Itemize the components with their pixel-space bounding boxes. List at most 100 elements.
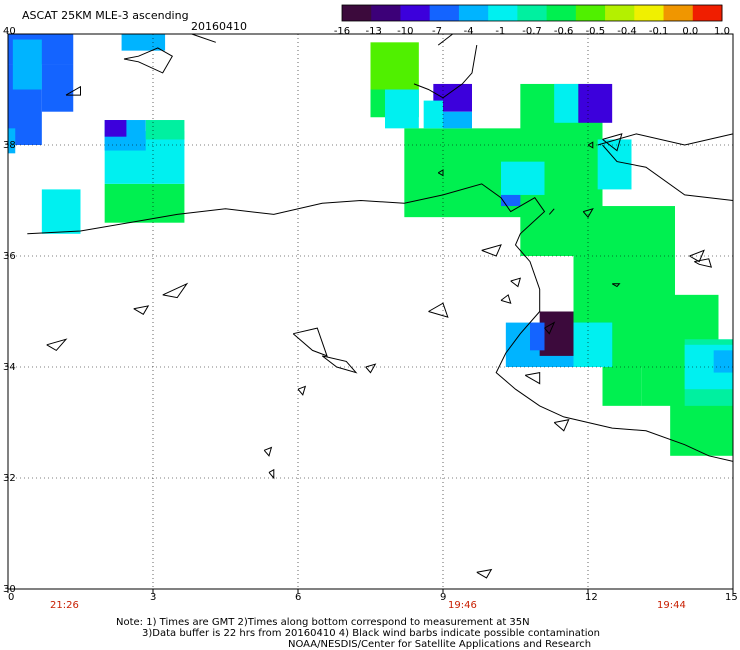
- color-bar: -16 -13 -10 -7 -4 -1 -0.7 -0.6 -0.5 -0.4 -0.1 0.0 1.…: [334, 4, 730, 37]
- colorbar-label-3: -7: [432, 26, 442, 37]
- sardinia-south-coast: [413, 45, 478, 99]
- aegadian: [587, 141, 594, 149]
- colorbar-label-7: -0.6: [554, 26, 574, 37]
- lat-tick-label-3: 34: [3, 362, 16, 373]
- lon-tick-label-4: 12: [585, 592, 598, 603]
- colorbar-swatch-12: [692, 5, 723, 21]
- colorbar-swatch-8: [575, 5, 606, 21]
- islet-m: [481, 244, 502, 257]
- islet-o: [321, 355, 358, 374]
- data-cell-18: [423, 100, 443, 129]
- note-line-3: NOAA/NESDIS/Center for Satellite Applica…: [288, 639, 591, 650]
- lon-tick-label-3: 9: [440, 592, 446, 603]
- islet-i: [263, 446, 273, 457]
- colorbar-swatch-5: [488, 5, 518, 21]
- crete-west-coast: [548, 208, 555, 215]
- colorbar-label-6: -0.7: [522, 26, 542, 37]
- islet-p: [365, 363, 377, 374]
- islet-d: [292, 327, 328, 357]
- sicily-west: [602, 133, 623, 152]
- islet-a: [162, 282, 189, 299]
- islet-h: [297, 385, 307, 396]
- lampedusa: [611, 283, 621, 288]
- colorbar-swatch-10: [634, 5, 665, 21]
- colorbar-label-2: -10: [397, 26, 413, 37]
- map-date: 20160410: [191, 20, 247, 33]
- mallorca-coast: [123, 47, 173, 74]
- data-cell-6: [41, 189, 81, 234]
- italy-north-coast: [597, 133, 734, 146]
- data-cell-31: [713, 350, 733, 373]
- map-title: ASCAT 25KM MLE-3 ascending: [22, 9, 189, 22]
- data-cell-5: [121, 34, 166, 51]
- islet-l: [553, 419, 570, 432]
- colorbar-swatch-3: [429, 5, 460, 21]
- galite: [437, 169, 444, 177]
- lat-tick-label-0: 40: [3, 26, 16, 37]
- colorbar-label-9: -0.4: [617, 26, 637, 37]
- time-label-1: 21:26: [50, 600, 79, 611]
- colorbar-label-10: -0.1: [649, 26, 669, 37]
- pantelleria: [582, 207, 594, 218]
- islet-e: [428, 302, 449, 318]
- colorbar-swatch-9: [605, 5, 635, 21]
- islet-k: [476, 568, 493, 579]
- islet-n: [689, 249, 705, 263]
- colorbar-swatch-7: [546, 5, 577, 21]
- colorbar-swatch-0: [342, 5, 372, 21]
- data-cell-35: [530, 322, 545, 351]
- colorbar-label-0: -16: [334, 26, 350, 37]
- data-cell-12: [370, 42, 419, 90]
- lon-tick-label-2: 6: [295, 592, 301, 603]
- north-africa-coast: [27, 183, 734, 462]
- colorbar-swatch-11: [663, 5, 694, 21]
- lat-tick-label-5: 30: [3, 584, 16, 595]
- colorbar-swatch-2: [400, 5, 431, 21]
- italy-south-coast: [602, 144, 734, 201]
- italy-coast: [437, 33, 454, 46]
- data-cell-3: [41, 64, 74, 112]
- time-label-3: 19:44: [657, 600, 686, 611]
- islet-j: [268, 468, 275, 480]
- data-cell-20: [554, 83, 579, 123]
- menorca-coast: [191, 33, 216, 43]
- colorbar-label-5: -1: [495, 26, 505, 37]
- colorbar-label-11: 0.0: [682, 26, 698, 37]
- islet-b: [133, 305, 150, 315]
- map-panel: [7, 33, 734, 590]
- lat-tick-label-4: 32: [3, 473, 16, 484]
- data-cell-21: [578, 83, 613, 123]
- data-cell-23: [501, 194, 521, 207]
- note-line-2: 3)Data buffer is 22 hrs from 20160410 4)…: [142, 628, 600, 639]
- lon-tick-label-1: 3: [150, 592, 156, 603]
- data-cell-24: [597, 139, 632, 190]
- data-cell-34: [539, 311, 574, 356]
- colorbar-label-8: -0.5: [586, 26, 606, 37]
- colorbar-swatch-1: [371, 5, 401, 21]
- data-cell-2: [8, 128, 16, 154]
- time-label-2: 19:46: [448, 600, 477, 611]
- lat-tick-label-1: 38: [3, 140, 16, 151]
- data-cell-7: [104, 183, 185, 223]
- colorbar-label-4: -4: [464, 26, 474, 37]
- islet-c: [46, 338, 68, 352]
- data-cell-19: [443, 111, 472, 129]
- islet-f: [500, 294, 512, 304]
- malta: [694, 258, 713, 268]
- colorbar-frame: [341, 4, 723, 22]
- lon-tick-label-0: 0: [8, 592, 14, 603]
- coastlines: [27, 33, 734, 579]
- colorbar-label-12: 1.0: [714, 26, 730, 37]
- islet-g: [510, 277, 522, 288]
- lat-tick-label-2: 36: [3, 251, 16, 262]
- data-cell-14: [385, 89, 419, 129]
- data-cell-22: [501, 161, 545, 195]
- note-line-1: Note: 1) Times are GMT 2)Times along bot…: [116, 617, 530, 628]
- colorbar-swatch-4: [458, 5, 489, 21]
- data-cell-33: [573, 322, 613, 367]
- djerba: [524, 371, 541, 385]
- colorbar-swatch-6: [517, 5, 548, 21]
- lon-tick-label-5: 15: [725, 592, 738, 603]
